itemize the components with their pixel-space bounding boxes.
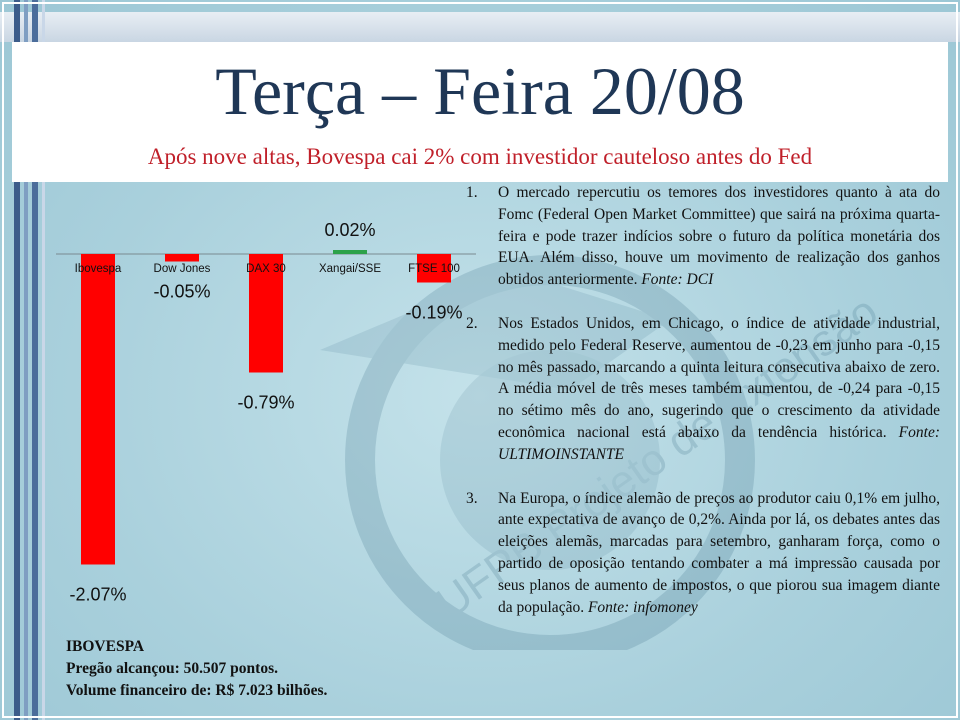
- left-stripes: [10, 0, 50, 720]
- slide-subtitle: Após nove altas, Bovespa cai 2% com inve…: [147, 144, 813, 169]
- news-source: Fonte: infomoney: [587, 598, 698, 616]
- ibovespa-points: Pregão alcançou: 50.507 pontos.: [66, 660, 278, 677]
- category-label: FTSE 100: [408, 263, 460, 275]
- news-text: O mercado repercutiu os temores dos inve…: [498, 184, 940, 289]
- bar-dow-jones: [165, 254, 199, 262]
- news-text: Na Europa, o índice alemão de preços ao …: [498, 489, 940, 616]
- news-list: 1. O mercado repercutiu os temores dos i…: [462, 182, 940, 640]
- top-stripe: [0, 12, 960, 42]
- value-label: 0.02%: [324, 220, 375, 240]
- bar-xangai-sse: [333, 250, 367, 254]
- news-number: 2.: [466, 314, 478, 332]
- news-number: 3.: [466, 489, 478, 507]
- value-label: -0.79%: [237, 393, 294, 413]
- value-label: -0.19%: [405, 303, 462, 323]
- index-chart: Ibovespa Dow Jones DAX 30 Xangai/SSE FTSE 10…: [56, 220, 476, 605]
- watermark-logo: UFPB Projeto de Extensão: [320, 255, 886, 650]
- news-number: 1.: [466, 184, 478, 201]
- ibovespa-volume: Volume financeiro de: R$ 7.023 bilhões.: [66, 682, 328, 699]
- category-label: Xangai/SSE: [319, 263, 381, 275]
- ibovespa-heading: IBOVESPA: [66, 638, 145, 655]
- category-label: Dow Jones: [154, 263, 211, 275]
- title-area: Terça – Feira 20/08 Após nove altas, Bov…: [12, 42, 948, 182]
- value-label: -0.05%: [153, 282, 210, 302]
- news-source: Fonte: DCI: [641, 271, 714, 289]
- category-label: DAX 30: [246, 263, 286, 275]
- category-label: Ibovespa: [75, 263, 122, 275]
- news-item: 1. O mercado repercutiu os temores dos i…: [462, 182, 940, 291]
- bar-ibovespa: [81, 254, 115, 565]
- ibovespa-summary: IBOVESPA Pregão alcançou: 50.507 pontos.…: [66, 636, 327, 702]
- value-label: -2.07%: [69, 585, 126, 605]
- news-item: 2. Nos Estados Unidos, em Chicago, o índ…: [462, 313, 940, 466]
- news-text: Nos Estados Unidos, em Chicago, o índice…: [498, 314, 940, 441]
- bar-ftse-100: [417, 254, 451, 283]
- news-source: Fonte: ULTIMOINSTANTE: [498, 423, 940, 463]
- bar-dax-30: [249, 254, 283, 373]
- slide-title: Terça – Feira 20/08: [215, 53, 745, 129]
- news-item: 3. Na Europa, o índice alemão de preços …: [462, 488, 940, 619]
